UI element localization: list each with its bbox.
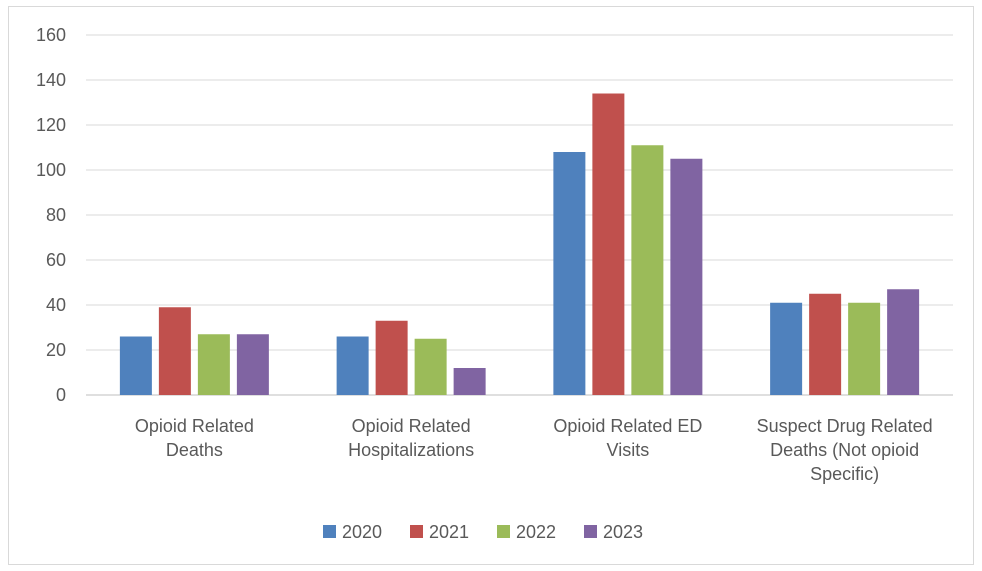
x-category-label: Opioid Related ED Visits bbox=[553, 416, 702, 460]
y-tick-label: 140 bbox=[36, 70, 66, 90]
y-tick-label: 100 bbox=[36, 160, 66, 180]
bar-2020-2 bbox=[553, 152, 586, 395]
legend-swatch-2023 bbox=[584, 525, 597, 538]
bar-2023-1 bbox=[453, 368, 486, 395]
legend-swatch-2021 bbox=[410, 525, 423, 538]
bar-2021-1 bbox=[375, 320, 408, 395]
legend-label-2020: 2020 bbox=[342, 522, 382, 542]
legend-label-2022: 2022 bbox=[516, 522, 556, 542]
y-tick-label: 0 bbox=[56, 385, 66, 405]
bar-2020-0 bbox=[119, 336, 152, 395]
bar-2022-1 bbox=[414, 338, 447, 395]
bar-2020-1 bbox=[336, 336, 369, 395]
y-axis: 0 20 40 60 80 100 120 140 160 bbox=[36, 25, 66, 405]
bar-2022-0 bbox=[197, 334, 230, 395]
bar-2021-2 bbox=[592, 93, 625, 395]
bar-2023-0 bbox=[236, 334, 269, 395]
gridlines bbox=[86, 34, 953, 396]
bar-2021-3 bbox=[809, 293, 842, 395]
legend-label-2023: 2023 bbox=[603, 522, 643, 542]
legend: 2020 2021 2022 2023 bbox=[323, 522, 643, 542]
y-tick-label: 160 bbox=[36, 25, 66, 45]
legend-swatch-2022 bbox=[497, 525, 510, 538]
x-category-label: Opioid Related Hospitalizations bbox=[348, 416, 474, 460]
y-tick-label: 120 bbox=[36, 115, 66, 135]
bar-2023-2 bbox=[670, 158, 703, 395]
y-tick-label: 80 bbox=[46, 205, 66, 225]
bar-2023-3 bbox=[887, 289, 920, 395]
legend-label-2021: 2021 bbox=[429, 522, 469, 542]
y-tick-label: 60 bbox=[46, 250, 66, 270]
bar-2022-2 bbox=[631, 145, 664, 395]
chart-frame bbox=[8, 6, 974, 565]
bars bbox=[119, 93, 920, 395]
x-category-label: Suspect Drug Related Deaths (Not opioid Sp… bbox=[757, 416, 933, 484]
x-axis: Opioid Related Deaths Opioid Related Hospit… bbox=[135, 416, 933, 484]
y-tick-label: 40 bbox=[46, 295, 66, 315]
bar-2021-0 bbox=[158, 307, 191, 395]
x-category-label: Opioid Related Deaths bbox=[135, 416, 254, 460]
bar-2020-3 bbox=[770, 302, 803, 395]
y-tick-label: 20 bbox=[46, 340, 66, 360]
legend-swatch-2020 bbox=[323, 525, 336, 538]
bar-2022-3 bbox=[848, 302, 881, 395]
